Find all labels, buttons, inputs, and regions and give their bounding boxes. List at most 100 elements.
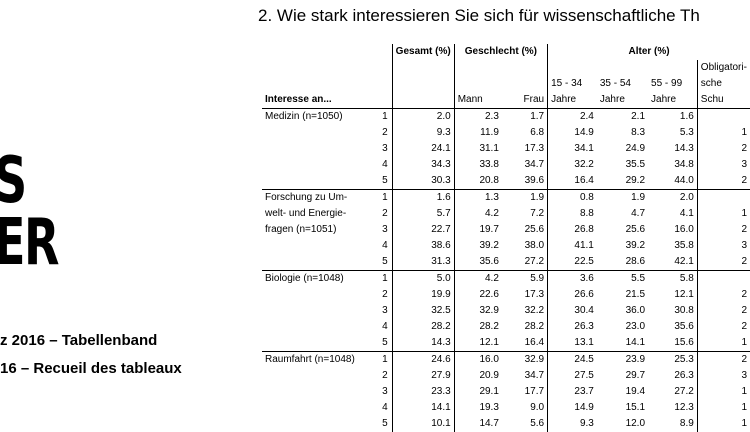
value-cell: 1: [697, 335, 750, 352]
value-cell: [697, 190, 750, 207]
header-frau: Frau: [502, 60, 548, 109]
value-cell: 23.7: [548, 384, 597, 400]
value-cell: 34.3: [392, 157, 454, 173]
value-cell: 14.9: [548, 400, 597, 416]
cover-title-line-1: S: [0, 150, 26, 212]
value-cell: 5.0: [392, 271, 454, 288]
scale-index: 2: [372, 368, 392, 384]
value-cell: 2.0: [392, 109, 454, 126]
value-cell: 12.1: [454, 335, 502, 352]
value-cell: 30.3: [392, 173, 454, 190]
value-cell: 2: [697, 319, 750, 335]
value-cell: 32.9: [454, 303, 502, 319]
value-cell: 5.8: [648, 271, 697, 288]
value-cell: 1.6: [648, 109, 697, 126]
category-label-line: welt- und Energie-: [265, 206, 369, 222]
value-cell: 14.3: [392, 335, 454, 352]
scale-index: 1: [372, 271, 392, 288]
scale-index: 5: [372, 335, 392, 352]
category-label-line: fragen (n=1051): [265, 222, 369, 238]
value-cell: 1: [697, 384, 750, 400]
value-cell: 27.2: [502, 254, 548, 271]
value-cell: 3: [697, 157, 750, 173]
scale-index: 1: [372, 352, 392, 369]
value-cell: 17.3: [502, 287, 548, 303]
value-cell: 29.2: [597, 173, 648, 190]
cover-subtitle-de: z 2016 – Tabellenband: [0, 332, 157, 349]
value-cell: 34.7: [502, 368, 548, 384]
value-cell: 30.8: [648, 303, 697, 319]
category-label: Raumfahrt (n=1048): [262, 352, 372, 432]
value-cell: 5.7: [392, 206, 454, 222]
value-cell: 14.3: [648, 141, 697, 157]
value-cell: 31.1: [454, 141, 502, 157]
value-cell: 28.2: [392, 319, 454, 335]
value-cell: 23.3: [392, 384, 454, 400]
scale-index: 1: [372, 109, 392, 126]
value-cell: 25.3: [648, 352, 697, 369]
value-cell: 4.1: [648, 206, 697, 222]
scale-index: 2: [372, 287, 392, 303]
value-cell: 5.9: [502, 271, 548, 288]
value-cell: 38.0: [502, 238, 548, 254]
value-cell: 35.8: [648, 238, 697, 254]
value-cell: 1.9: [597, 190, 648, 207]
header-age-15-34: 15 - 34 Jahre: [548, 60, 597, 109]
value-cell: 16.4: [548, 173, 597, 190]
scale-index: 4: [372, 319, 392, 335]
category-label-line: Forschung zu Um-: [265, 190, 369, 206]
value-cell: 27.9: [392, 368, 454, 384]
scale-index: 3: [372, 141, 392, 157]
header-mann: Mann: [454, 60, 502, 109]
value-cell: 28.2: [454, 319, 502, 335]
header-gesamt: Gesamt (%): [392, 44, 454, 60]
value-cell: 31.3: [392, 254, 454, 271]
value-cell: 14.1: [392, 400, 454, 416]
cover-subtitle-fr: 16 – Recueil des tableaux: [0, 360, 182, 377]
value-cell: 19.3: [454, 400, 502, 416]
value-cell: 1: [697, 400, 750, 416]
value-cell: 16.4: [502, 335, 548, 352]
value-cell: 27.5: [548, 368, 597, 384]
value-cell: 24.6: [392, 352, 454, 369]
value-cell: 19.7: [454, 222, 502, 238]
value-cell: 1.9: [502, 190, 548, 207]
value-cell: 1.7: [502, 109, 548, 126]
value-cell: 12.1: [648, 287, 697, 303]
value-cell: 32.2: [548, 157, 597, 173]
scale-index: 4: [372, 400, 392, 416]
header-geschlecht: Geschlecht (%): [454, 44, 547, 60]
value-cell: 5.6: [502, 416, 548, 432]
value-cell: 39.2: [454, 238, 502, 254]
value-cell: 5.5: [597, 271, 648, 288]
value-cell: 29.1: [454, 384, 502, 400]
value-cell: 39.2: [597, 238, 648, 254]
value-cell: 36.0: [597, 303, 648, 319]
scale-index: 2: [372, 125, 392, 141]
header-age-55-99: 55 - 99 Jahre: [648, 60, 697, 109]
value-cell: 33.8: [454, 157, 502, 173]
value-cell: 15.1: [597, 400, 648, 416]
value-cell: 23.0: [597, 319, 648, 335]
value-cell: 2: [697, 287, 750, 303]
cover-title-line-2: ER: [0, 212, 58, 274]
question-heading: 2. Wie stark interessieren Sie sich für …: [258, 6, 700, 26]
value-cell: 14.9: [548, 125, 597, 141]
value-cell: 8.3: [597, 125, 648, 141]
value-cell: 35.6: [454, 254, 502, 271]
value-cell: 1.6: [392, 190, 454, 207]
value-cell: 28.2: [502, 319, 548, 335]
scale-index: 3: [372, 222, 392, 238]
value-cell: 2.0: [648, 190, 697, 207]
value-cell: 20.8: [454, 173, 502, 190]
scale-index: 5: [372, 416, 392, 432]
value-cell: 19.9: [392, 287, 454, 303]
value-cell: 8.8: [548, 206, 597, 222]
scale-index: 4: [372, 157, 392, 173]
value-cell: 3: [697, 238, 750, 254]
value-cell: 2: [697, 141, 750, 157]
results-table: Gesamt (%) Geschlecht (%) Alter (%) Inte…: [262, 44, 750, 432]
table-row: Forschung zu Um-welt- und Energie-fragen…: [262, 190, 750, 207]
value-cell: 21.5: [597, 287, 648, 303]
